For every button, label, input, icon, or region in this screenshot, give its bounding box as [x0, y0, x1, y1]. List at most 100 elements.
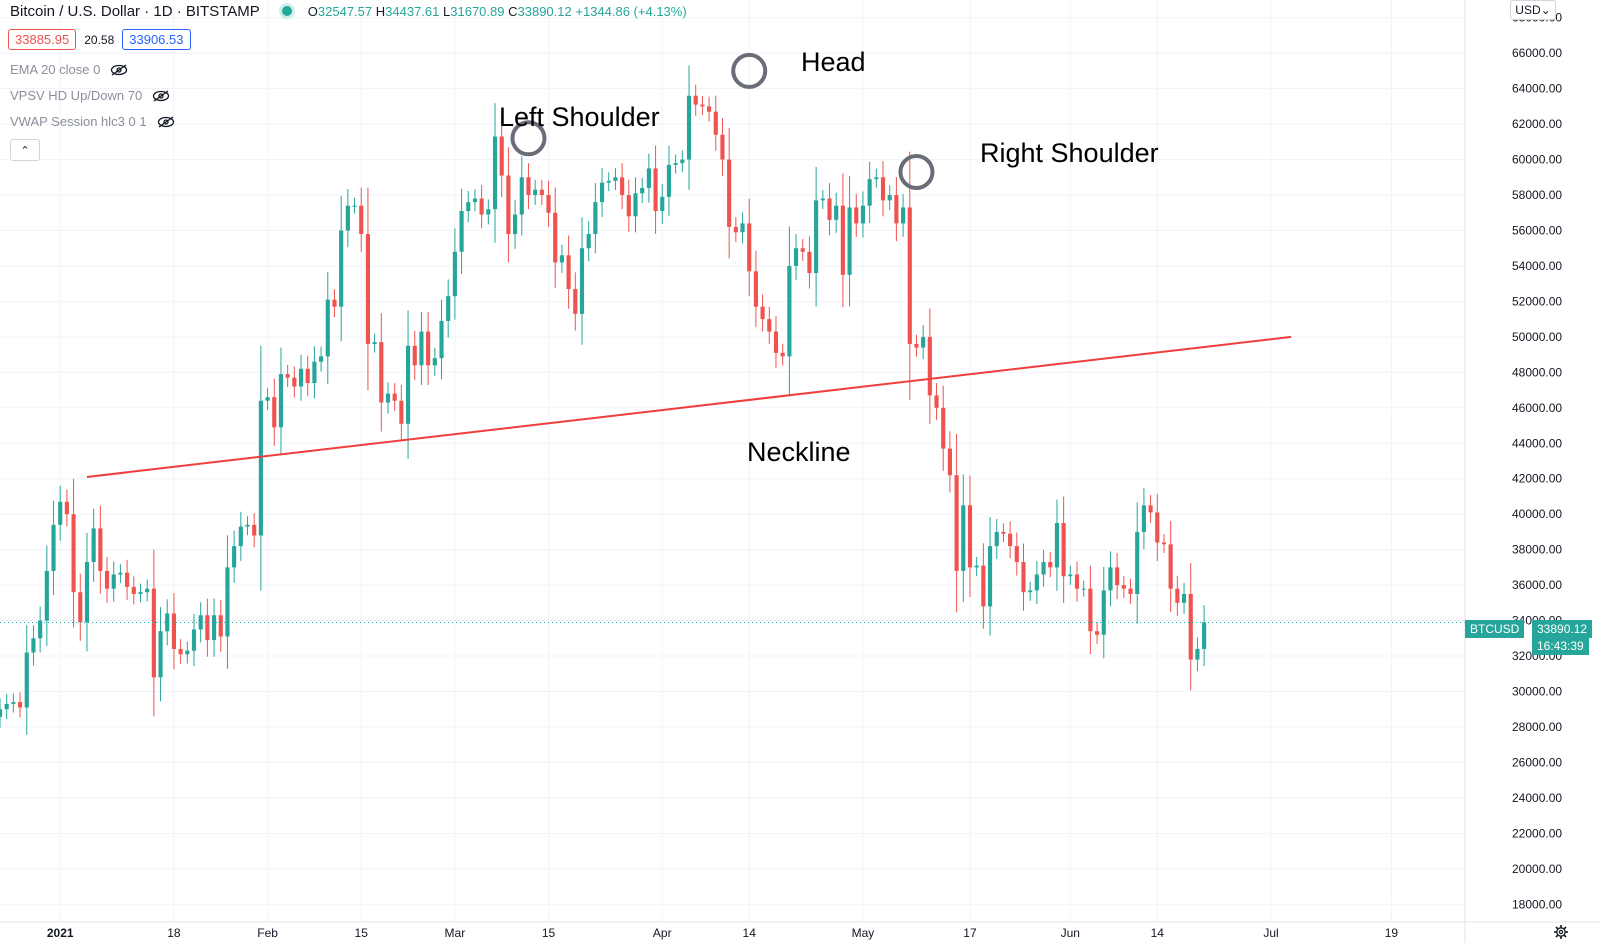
candle: [125, 559, 130, 600]
candle-body: [325, 299, 330, 357]
candle: [452, 228, 457, 320]
candle: [205, 598, 210, 657]
y-tick-label: 20000.00: [1512, 862, 1562, 876]
x-tick-label: 14: [1151, 926, 1165, 940]
candle-body: [232, 546, 237, 568]
candle: [1068, 565, 1073, 585]
candle-body: [1021, 562, 1026, 593]
candle-body: [620, 177, 625, 196]
candle: [365, 187, 370, 391]
candle: [4, 694, 9, 720]
y-tick-label: 22000.00: [1512, 826, 1562, 840]
candle: [492, 103, 498, 243]
price-axis[interactable]: 18000.00 20000.00 22000.00 24000.00 26000.00…: [1512, 11, 1562, 912]
candle-body: [1074, 574, 1080, 589]
settings-gear-icon[interactable]: [1553, 924, 1569, 940]
candle-body: [84, 562, 90, 623]
x-tick-label: 15: [542, 926, 556, 940]
chart-grid: [0, 0, 1465, 922]
chart-header: Bitcoin / U.S. Dollar · 1D · BITSTAMP O3…: [10, 1, 687, 21]
ohlc-values: O32547.57 H34437.61 L31670.89 C33890.12 …: [308, 4, 687, 19]
symbol-title[interactable]: Bitcoin / U.S. Dollar · 1D · BITSTAMP: [10, 2, 260, 20]
sell-price-button[interactable]: 33885.95: [8, 29, 77, 50]
candle: [1141, 488, 1146, 550]
candle-body: [840, 205, 845, 275]
candle: [339, 195, 344, 342]
candle-body: [1121, 585, 1126, 589]
candle-body: [171, 613, 177, 649]
candle: [1168, 520, 1173, 613]
eye-crossed-icon[interactable]: [157, 115, 175, 128]
candle-body: [272, 397, 277, 428]
candle-body: [405, 345, 411, 424]
candle-body: [38, 620, 43, 639]
candle: [874, 168, 879, 188]
right-shoulder-marker: [898, 153, 935, 190]
close-label: C: [508, 3, 518, 19]
candle-body: [646, 168, 651, 188]
candle: [686, 65, 692, 190]
candle-body: [265, 397, 270, 401]
candle: [974, 557, 979, 576]
candle: [907, 151, 912, 400]
candle-body: [874, 177, 879, 180]
candle: [211, 598, 217, 657]
candle: [827, 183, 832, 236]
candle-body: [559, 255, 564, 263]
candle: [499, 114, 504, 198]
bid-ask-bar: 33885.95 20.58 33906.53: [8, 29, 191, 50]
candle: [867, 161, 872, 223]
candle: [927, 308, 932, 424]
candle-body: [767, 319, 772, 332]
candle-body: [941, 407, 946, 449]
candle: [472, 189, 478, 212]
candle-body: [1041, 562, 1046, 575]
eye-crossed-icon[interactable]: [110, 63, 128, 76]
candle: [579, 217, 585, 345]
indicator-ema[interactable]: EMA 20 close 0: [10, 62, 128, 77]
candle: [626, 179, 631, 232]
candle: [586, 221, 591, 262]
candle: [1074, 561, 1080, 602]
y-tick-label: 64000.00: [1512, 82, 1562, 96]
candle: [519, 156, 524, 236]
candle: [265, 387, 270, 410]
candle-body: [854, 207, 859, 224]
candle: [78, 573, 83, 641]
buy-price-button[interactable]: 33906.53: [122, 29, 191, 50]
candle: [319, 346, 324, 372]
candle-body: [319, 356, 324, 362]
indicator-vpsv[interactable]: VPSV HD Up/Down 70: [10, 88, 170, 103]
candle: [278, 347, 284, 454]
candle: [285, 364, 290, 387]
candle-body: [553, 212, 558, 263]
candle: [599, 167, 605, 217]
change-value: +1344.86 (+4.13%): [575, 3, 687, 19]
indicator-vwap[interactable]: VWAP Session hlc3 0 1: [10, 114, 175, 129]
candle-body: [51, 524, 56, 571]
candle-body: [820, 198, 825, 201]
candle: [312, 346, 317, 399]
candle-body: [907, 207, 912, 344]
eye-crossed-icon[interactable]: [152, 89, 170, 102]
candle-body: [252, 524, 257, 536]
candle-body: [1081, 588, 1086, 590]
candle-body: [807, 251, 812, 274]
spread-value: 20.58: [84, 32, 115, 47]
candle: [1188, 563, 1193, 691]
candle-body: [707, 106, 712, 112]
candle-body: [44, 570, 49, 621]
neckline-line[interactable]: [86, 335, 1292, 478]
candle-body: [947, 448, 952, 476]
candle: [426, 311, 431, 386]
candle-body: [747, 223, 752, 272]
collapse-legend-button[interactable]: ⌃: [10, 139, 40, 161]
candle: [1008, 521, 1013, 559]
candle-body: [566, 255, 571, 290]
candle-body: [599, 182, 605, 203]
candle-body: [506, 175, 511, 235]
time-axis[interactable]: 2021 18 Feb 15 Mar 15 Apr 14 May 17 Jun 14 Jul 19: [47, 926, 1399, 940]
candle: [820, 189, 825, 209]
currency-dropdown[interactable]: USD⌄: [1510, 0, 1556, 20]
